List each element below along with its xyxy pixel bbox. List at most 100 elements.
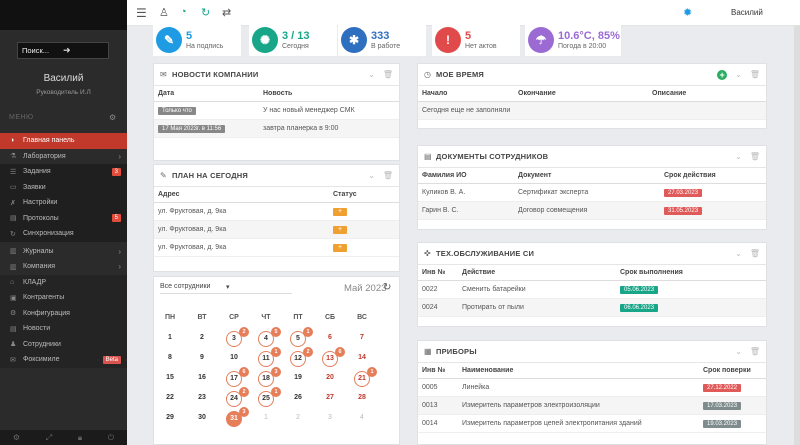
calendar-day[interactable]: 17 6 <box>218 367 250 391</box>
topbar-user-name[interactable]: Василий <box>731 8 763 17</box>
collapse-icon[interactable]: ⌄ <box>735 347 742 356</box>
menu-gear-icon[interactable]: ⚙ <box>109 113 117 122</box>
collapse-icon[interactable]: ⌄ <box>368 171 375 180</box>
calendar-day[interactable]: 20 <box>314 371 346 391</box>
calendar-month: Май 2023 <box>344 283 387 294</box>
sidebar-item[interactable]: ▤ Новости <box>0 321 127 337</box>
calendar-day[interactable]: 11 1 <box>250 347 282 371</box>
calendar-day[interactable]: 18 3 <box>250 367 282 391</box>
stat-value: 5 <box>465 30 472 42</box>
stat-card[interactable]: ! 5 Нет актов <box>432 24 520 56</box>
calendar-day[interactable]: 29 <box>154 411 186 431</box>
trash-icon[interactable]: 🗑︎ <box>382 171 393 180</box>
search-input[interactable]: Поиск... <box>22 46 50 55</box>
calendar-day[interactable]: 1 <box>154 331 186 351</box>
service-panel: ✜ ТЕХ.ОБСЛУЖИВАНИЕ СИ ⌄ 🗑︎ Инв № Действи… <box>417 242 767 327</box>
calendar-day[interactable]: 31 3 <box>218 407 250 431</box>
calendar-day[interactable]: 16 <box>186 371 218 391</box>
sidebar-item[interactable]: ▤ Протоколы 5 <box>0 210 127 226</box>
trash-icon[interactable]: 🗑︎ <box>749 152 760 161</box>
settings-icon[interactable]: ⚙ <box>12 433 21 442</box>
swap-icon[interactable]: ⇄ <box>222 7 232 19</box>
trash-icon[interactable]: 🗑︎ <box>749 249 760 258</box>
hamburger-icon[interactable]: ☰ <box>136 6 147 20</box>
calendar-day[interactable]: 15 <box>154 371 186 391</box>
calendar-day[interactable]: 26 <box>282 391 314 411</box>
sidebar-item[interactable]: ▣ Контрагенты <box>0 290 127 306</box>
device-inv: 0013 <box>418 396 458 415</box>
calendar-day[interactable]: 22 <box>154 391 186 411</box>
calendar-day[interactable]: 6 <box>314 331 346 351</box>
add-status-button[interactable]: + <box>333 243 347 252</box>
add-time-button[interactable]: + <box>717 69 728 80</box>
user-icon[interactable]: ♙ <box>159 7 169 19</box>
sidebar-item[interactable]: ▥ Компания › <box>0 259 127 275</box>
settings-gear-icon[interactable]: ✹ <box>683 7 693 19</box>
calendar-day[interactable]: 27 <box>314 391 346 411</box>
sidebar-item[interactable]: ▥ Журналы › <box>0 244 127 260</box>
doc-expiry-badge: 27.03.2023 <box>664 188 703 197</box>
stat-card[interactable]: ✱ 333 В работе <box>338 24 426 56</box>
calendar-day[interactable]: 30 <box>186 411 218 431</box>
calendar-refresh-icon[interactable]: ↻ <box>383 282 392 293</box>
trash-icon[interactable]: 🗑︎ <box>749 70 760 79</box>
stat-card[interactable]: ✺ 3 / 13 Сегодня <box>249 24 337 56</box>
calendar-day[interactable]: 1 <box>250 411 282 431</box>
calendar-day[interactable]: 7 <box>346 331 378 351</box>
sidebar-search[interactable]: Поиск... ➜ <box>17 42 109 59</box>
trash-icon[interactable]: 🗑︎ <box>749 347 760 356</box>
sidebar-item[interactable]: ✉ Фоксимиле Beta <box>0 352 127 368</box>
add-status-button[interactable]: + <box>333 225 347 234</box>
calendar-day-number: 12 <box>290 351 306 367</box>
collapse-icon[interactable]: ⌄ <box>735 70 742 79</box>
calendar-day[interactable]: 9 <box>186 351 218 371</box>
sidebar-item[interactable]: ⚗ Лаборатория › <box>0 149 127 165</box>
calendar-day[interactable]: 14 <box>346 351 378 371</box>
sidebar-item[interactable]: ☰ Задания 3 <box>0 164 127 180</box>
sidebar-item[interactable]: ♟ Сотрудники <box>0 336 127 352</box>
calendar-event-count: 3 <box>239 407 249 417</box>
page-scrollbar[interactable] <box>794 26 800 445</box>
calendar-day[interactable]: 23 <box>186 391 218 411</box>
trash-icon[interactable]: 🗑︎ <box>382 70 393 79</box>
sidebar-item[interactable]: ⌂ КЛАДР <box>0 274 127 290</box>
mytime-panel: ◷ МОЕ ВРЕМЯ + ⌄ 🗑︎ Начало Окончание Опис… <box>417 63 767 129</box>
speedometer-icon[interactable]: ◔ <box>180 6 187 18</box>
power-icon[interactable]: ⏻ <box>107 432 115 442</box>
collapse-icon[interactable]: ⌄ <box>735 249 742 258</box>
calendar-day[interactable]: 4 <box>346 411 378 431</box>
search-go-icon[interactable]: ➜ <box>63 45 71 55</box>
sidebar-item[interactable]: ◑ Главная панель <box>0 133 127 149</box>
list-icon: ☰ <box>10 168 17 176</box>
stat-card[interactable]: ✎ 5 На подпись <box>153 24 241 56</box>
calendar-day[interactable]: 19 <box>282 371 314 391</box>
fullscreen-icon[interactable]: ⤢ <box>45 432 53 442</box>
sidebar-item[interactable]: ↻ Синхронизация <box>0 226 127 242</box>
calendar-day[interactable]: 12 2 <box>282 347 314 371</box>
lock-icon[interactable]: 🔒︎ <box>77 432 83 442</box>
collapse-icon[interactable]: ⌄ <box>368 70 375 79</box>
calendar-day[interactable]: 8 <box>154 351 186 371</box>
device-date-cell: 19.03.2023 <box>699 414 766 433</box>
stat-caption: Погода в 20:00 <box>558 43 607 50</box>
stat-card[interactable]: ☂ 10.6°C, 85% Погода в 20:00 <box>525 24 621 56</box>
calendar-day[interactable]: 24 2 <box>218 387 250 411</box>
calendar-day[interactable]: 2 <box>186 331 218 351</box>
collapse-icon[interactable]: ⌄ <box>735 152 742 161</box>
calendar-day[interactable]: 2 <box>282 411 314 431</box>
calendar-day[interactable]: 3 <box>314 411 346 431</box>
calendar-day[interactable]: 25 1 <box>250 387 282 411</box>
sidebar-item[interactable]: ▭ Заявки <box>0 179 127 195</box>
sidebar-item[interactable]: ✗ Настройки <box>0 195 127 211</box>
refresh-icon[interactable]: ↻ <box>201 7 211 19</box>
calendar-day[interactable]: 13 6 <box>314 347 346 371</box>
calendar-day[interactable]: 10 <box>218 351 250 371</box>
sidebar-item[interactable]: ⚙ Конфигурация <box>0 305 127 321</box>
add-status-button[interactable]: + <box>333 207 347 216</box>
calendar-day[interactable]: 28 <box>346 391 378 411</box>
calendar-day[interactable]: 21 1 <box>346 367 378 391</box>
employee-select[interactable]: Все сотрудники ▾ <box>160 283 292 294</box>
